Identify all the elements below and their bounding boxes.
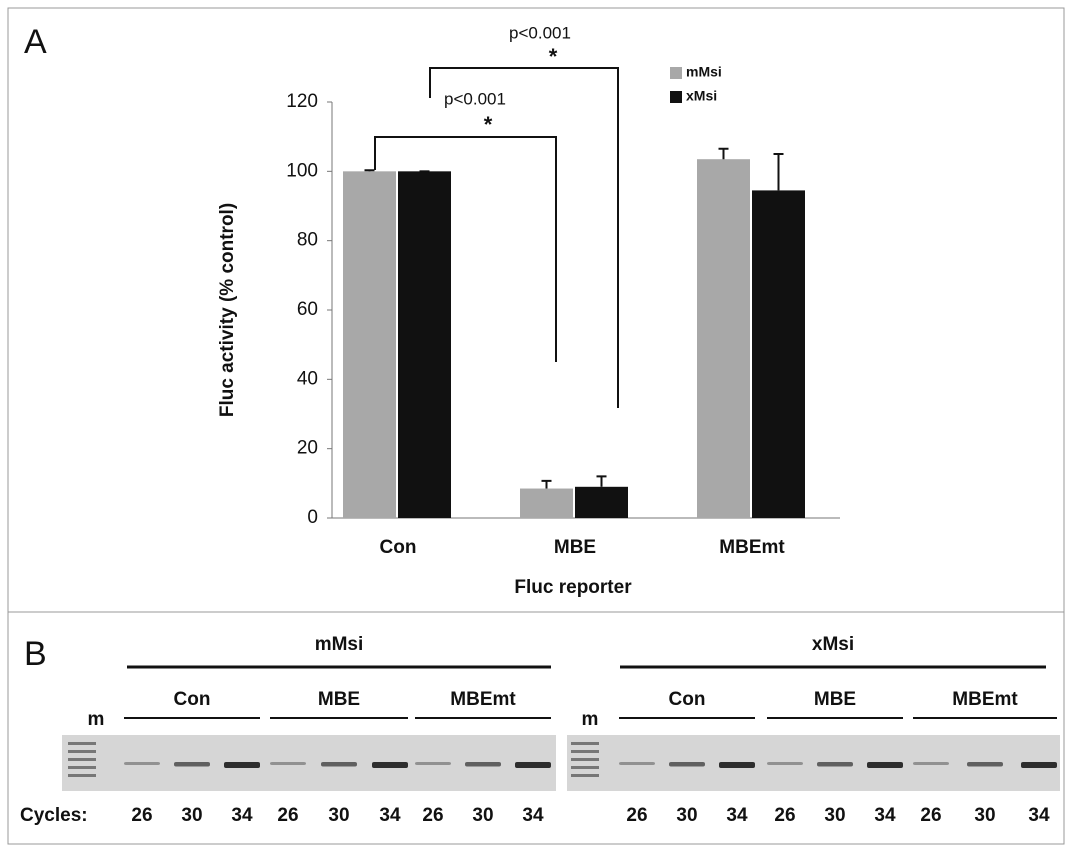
- cycle-number: 34: [231, 805, 253, 826]
- cycle-number: 30: [328, 805, 349, 826]
- ladder-band: [68, 774, 96, 777]
- pcr-band: [515, 762, 551, 768]
- y-tick-label: 20: [297, 438, 318, 459]
- construct-label: MBE: [318, 689, 360, 710]
- group-label: mMsi: [315, 634, 364, 655]
- cycle-number: 34: [726, 805, 748, 826]
- construct-label: Con: [669, 689, 706, 710]
- ladder-band: [571, 766, 599, 769]
- cycle-number: 26: [626, 805, 647, 826]
- group-label: xMsi: [812, 634, 854, 655]
- y-tick-label: 60: [297, 299, 318, 320]
- marker-label: m: [88, 709, 105, 730]
- cycle-number: 30: [824, 805, 845, 826]
- cycle-number: 30: [472, 805, 493, 826]
- panel-label: B: [24, 635, 47, 673]
- bar: [520, 489, 573, 518]
- bar: [697, 159, 750, 518]
- y-tick-label: 80: [297, 230, 318, 251]
- error-bar: [719, 149, 729, 159]
- cycle-number: 34: [379, 805, 401, 826]
- panel-label: A: [24, 23, 47, 61]
- y-axis-label: Fluc activity (% control): [217, 203, 238, 417]
- x-tick-label: MBE: [554, 537, 596, 558]
- bar: [398, 171, 451, 518]
- pcr-band: [619, 762, 655, 765]
- significance-bracket: [430, 68, 618, 408]
- pcr-band: [817, 762, 853, 767]
- cycle-number: 26: [422, 805, 443, 826]
- ladder-band: [571, 750, 599, 753]
- significance-star: *: [484, 112, 493, 137]
- legend-swatch: [670, 91, 682, 103]
- cycle-number: 30: [974, 805, 995, 826]
- pcr-band: [913, 762, 949, 765]
- x-tick-label: MBEmt: [719, 537, 785, 558]
- bar: [575, 487, 628, 518]
- bar: [752, 190, 805, 518]
- cycle-number: 26: [920, 805, 941, 826]
- error-bar: [365, 170, 375, 171]
- pcr-band: [669, 762, 705, 767]
- pcr-band: [465, 762, 501, 767]
- p-value: p<0.001: [444, 89, 506, 108]
- cycle-number: 34: [522, 805, 544, 826]
- pcr-band: [415, 762, 451, 765]
- x-axis-label: Fluc reporter: [514, 577, 632, 598]
- ladder-band: [68, 766, 96, 769]
- cycle-number: 34: [874, 805, 896, 826]
- cycle-number: 26: [774, 805, 795, 826]
- error-bar: [542, 481, 552, 489]
- error-bar: [774, 154, 784, 190]
- construct-label: Con: [174, 689, 211, 710]
- p-value: p<0.001: [509, 23, 571, 42]
- y-tick-label: 0: [307, 507, 318, 528]
- y-tick-label: 100: [286, 160, 318, 181]
- legend-label: mMsi: [686, 64, 722, 80]
- significance-star: *: [549, 44, 558, 69]
- cycle-number: 26: [131, 805, 152, 826]
- bar: [343, 171, 396, 518]
- error-bar: [597, 476, 607, 486]
- construct-label: MBEmt: [450, 689, 516, 710]
- y-tick-label: 120: [286, 91, 318, 112]
- pcr-band: [967, 762, 1003, 767]
- y-tick-label: 40: [297, 368, 318, 389]
- cycle-number: 30: [181, 805, 202, 826]
- pcr-band: [224, 762, 260, 768]
- ladder-band: [571, 742, 599, 745]
- ladder-band: [571, 774, 599, 777]
- pcr-band: [767, 762, 803, 765]
- cycles-label: Cycles:: [20, 805, 88, 826]
- pcr-band: [174, 762, 210, 767]
- pcr-band: [270, 762, 306, 765]
- ladder-band: [68, 758, 96, 761]
- ladder-band: [571, 758, 599, 761]
- pcr-band: [867, 762, 903, 768]
- construct-label: MBE: [814, 689, 856, 710]
- pcr-band: [719, 762, 755, 768]
- legend-swatch: [670, 67, 682, 79]
- construct-label: MBEmt: [952, 689, 1018, 710]
- legend-label: xMsi: [686, 88, 717, 104]
- pcr-band: [124, 762, 160, 765]
- x-tick-label: Con: [380, 537, 417, 558]
- cycle-number: 30: [676, 805, 697, 826]
- cycle-number: 34: [1028, 805, 1050, 826]
- pcr-band: [321, 762, 357, 767]
- pcr-band: [1021, 762, 1057, 768]
- pcr-band: [372, 762, 408, 768]
- ladder-band: [68, 742, 96, 745]
- figure: A B Fluc activity (% control) Fluc repor…: [0, 0, 1066, 846]
- ladder-band: [68, 750, 96, 753]
- marker-label: m: [582, 709, 599, 730]
- cycle-number: 26: [277, 805, 298, 826]
